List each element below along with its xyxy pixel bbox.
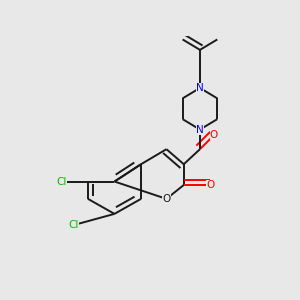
Text: O: O bbox=[206, 180, 214, 190]
Text: N: N bbox=[196, 83, 204, 93]
Text: Cl: Cl bbox=[56, 176, 67, 187]
Text: Cl: Cl bbox=[69, 220, 79, 230]
Text: N: N bbox=[196, 124, 204, 135]
Text: O: O bbox=[162, 194, 171, 204]
Text: O: O bbox=[210, 130, 218, 140]
